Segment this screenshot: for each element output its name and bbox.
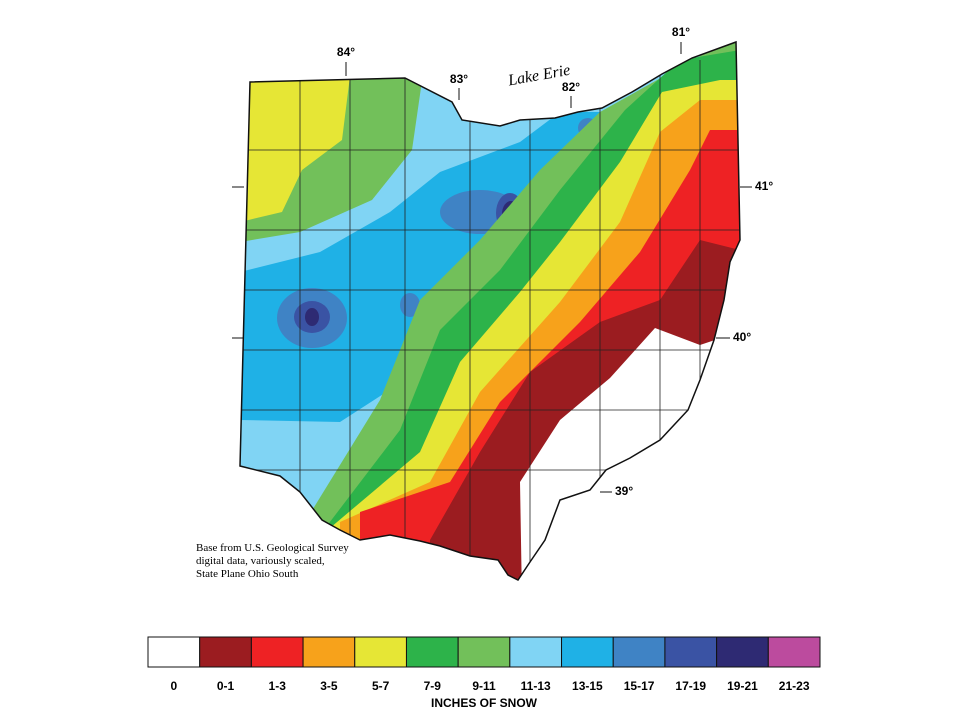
legend-label: 19-21 bbox=[727, 679, 758, 693]
legend-swatch bbox=[716, 636, 769, 668]
source-note: Base from U.S. Geological Survey bbox=[196, 542, 349, 554]
legend-swatch bbox=[509, 636, 563, 668]
legend-swatch bbox=[612, 636, 666, 668]
legend-swatch bbox=[767, 636, 821, 668]
legend-label: 1-3 bbox=[269, 679, 287, 693]
county-lines bbox=[240, 60, 740, 580]
legend-swatch bbox=[250, 636, 304, 668]
legend-label: 3-5 bbox=[320, 679, 338, 693]
source-note: digital data, variously scaled, bbox=[196, 555, 325, 567]
legend-label: 21-23 bbox=[779, 679, 810, 693]
legend-swatch bbox=[457, 636, 511, 668]
legend-label: 13-15 bbox=[572, 679, 603, 693]
legend-swatch bbox=[199, 636, 252, 668]
graticule-ticks bbox=[232, 42, 752, 493]
legend-label: 7-9 bbox=[424, 679, 442, 693]
legend-swatch bbox=[561, 636, 614, 668]
legend-label: 17-19 bbox=[675, 679, 706, 693]
snow-band bbox=[240, 112, 605, 422]
legend-swatch bbox=[405, 636, 459, 668]
longitude-label: 81° bbox=[672, 25, 690, 39]
legend-swatch bbox=[147, 636, 201, 668]
legend-swatch bbox=[302, 636, 356, 668]
longitude-label: 82° bbox=[562, 80, 580, 94]
legend-swatch bbox=[354, 636, 407, 668]
longitude-label: 83° bbox=[450, 72, 468, 86]
legend-label: 0-1 bbox=[217, 679, 235, 693]
legend-label: 15-17 bbox=[624, 679, 655, 693]
latitude-label: 40° bbox=[733, 330, 751, 344]
legend-label: 5-7 bbox=[372, 679, 390, 693]
legend-label: 9-11 bbox=[472, 679, 496, 693]
legend-title: INCHES OF SNOW bbox=[431, 696, 538, 710]
snow-band bbox=[305, 308, 319, 326]
legend-label: 11-13 bbox=[521, 679, 551, 693]
snow-band bbox=[240, 60, 352, 222]
source-note: State Plane Ohio South bbox=[196, 568, 299, 580]
legend-label: 0 bbox=[171, 679, 178, 693]
legend-swatch bbox=[664, 636, 718, 668]
latitude-label: 39° bbox=[615, 484, 633, 498]
latitude-label: 41° bbox=[755, 179, 773, 193]
longitude-label: 84° bbox=[337, 45, 355, 59]
legend: 0 0-1 1-3 3-5 5-7 7-9 9-11 11-13 13-15 15-17 17-19… bbox=[147, 636, 821, 693]
